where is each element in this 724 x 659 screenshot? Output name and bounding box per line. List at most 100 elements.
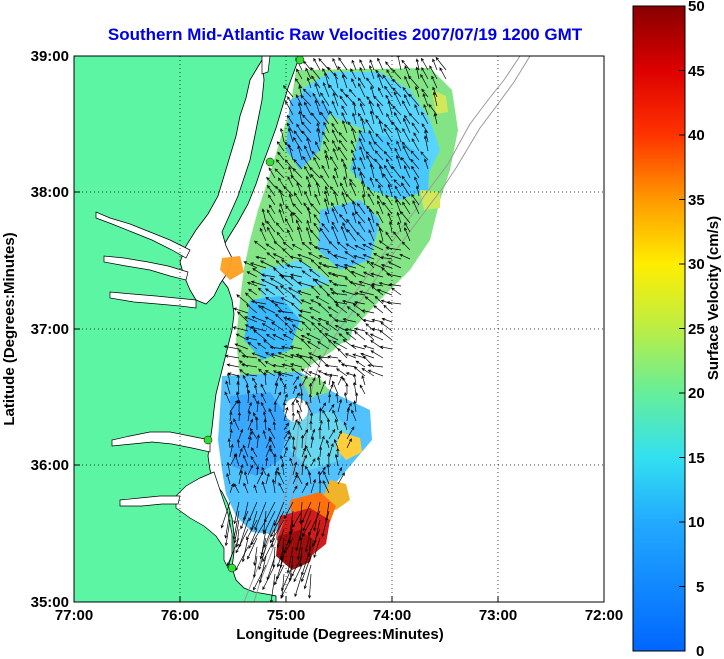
velocity-arrow <box>439 67 447 80</box>
velocity-arrow <box>315 181 321 197</box>
velocity-arrow <box>357 202 366 215</box>
velocity-arrow <box>232 510 240 541</box>
colorbar-tick-label: 0 <box>696 643 704 659</box>
velocity-arrow <box>337 347 348 359</box>
velocity-arrow <box>247 418 254 431</box>
velocity-arrow <box>392 231 402 242</box>
velocity-arrow <box>273 401 277 413</box>
velocity-arrow <box>269 436 276 449</box>
velocity-arrow <box>386 113 393 125</box>
velocity-arrow <box>264 370 276 377</box>
velocity-arrow <box>333 438 339 449</box>
velocity-arrow <box>275 313 285 323</box>
velocity-arrow <box>273 501 285 527</box>
velocity-arrow <box>322 131 330 143</box>
pamlico-sound <box>175 471 233 569</box>
velocity-arrow <box>373 141 384 152</box>
velocity-arrow <box>377 87 384 98</box>
velocity-arrow <box>346 406 351 422</box>
velocity-arrow <box>270 353 285 359</box>
velocity-arrow <box>338 139 348 152</box>
velocity-arrow <box>317 317 330 323</box>
velocity-arrow <box>370 262 384 269</box>
velocity-arrow <box>386 69 393 80</box>
velocity-arrow <box>413 132 420 143</box>
velocity-arrow <box>394 195 402 206</box>
velocity-arrow <box>408 93 420 107</box>
velocity-arrow <box>292 167 303 179</box>
velocity-arrow <box>393 91 402 107</box>
velocity-arrow <box>333 300 348 305</box>
velocity-arrow <box>309 411 314 422</box>
velocity-arrow <box>242 374 249 386</box>
velocity-arrow <box>233 418 240 431</box>
velocity-arrow <box>378 282 393 287</box>
velocity-arrow <box>300 368 312 377</box>
velocity-arrow <box>387 212 393 224</box>
velocity-arrow <box>381 267 393 278</box>
velocity-arrow <box>382 74 393 89</box>
velocity-arrow <box>367 217 375 233</box>
velocity-arrow <box>359 384 366 395</box>
velocity-arrow <box>330 202 339 215</box>
velocity-arrow <box>374 295 384 305</box>
velocity-arrow <box>356 231 366 242</box>
velocity-arrow <box>327 452 331 467</box>
velocity-arrow <box>396 140 402 152</box>
velocity-arrow <box>316 127 321 143</box>
velocity-arrow <box>266 334 276 341</box>
velocity-arrow <box>310 436 315 449</box>
colorbar-tick-label: 30 <box>688 256 705 273</box>
velocity-arrow <box>324 71 330 89</box>
velocity-arrow <box>367 363 384 368</box>
velocity-arrow <box>305 401 312 413</box>
velocity-arrow <box>322 480 330 494</box>
velocity-arrow <box>385 246 402 251</box>
velocity-arrow <box>366 154 375 170</box>
velocity-arrow <box>268 194 276 206</box>
velocity-arrow <box>301 481 309 494</box>
velocity-arrow <box>332 283 348 287</box>
velocity-arrow <box>292 385 297 395</box>
velocity-arrow <box>327 306 339 314</box>
velocity-arrow <box>432 58 438 71</box>
velocity-arrow <box>308 241 321 251</box>
velocity-arrow <box>377 195 384 206</box>
velocity-arrow <box>326 418 331 431</box>
velocity-arrow <box>293 136 303 152</box>
velocity-arrow <box>307 573 312 599</box>
velocity-arrow <box>247 436 252 449</box>
velocity-arrow <box>330 291 348 296</box>
velocity-arrow <box>307 340 321 350</box>
velocity-arrow <box>341 111 348 125</box>
velocity-arrow <box>337 472 345 485</box>
velocity-arrow <box>401 241 411 251</box>
velocity-arrow <box>262 564 276 591</box>
velocity-arrow <box>380 264 393 269</box>
velocity-arrow <box>234 453 240 467</box>
velocity-arrow <box>259 537 267 560</box>
velocity-arrow <box>325 322 339 332</box>
velocity-arrow <box>404 93 411 107</box>
velocity-arrow <box>293 158 303 170</box>
velocity-arrow <box>376 210 384 224</box>
velocity-arrow <box>227 438 231 449</box>
velocity-arrow <box>305 444 312 458</box>
velocity-arrow <box>302 510 312 532</box>
velocity-arrow <box>309 166 321 179</box>
velocity-arrow <box>313 222 321 233</box>
velocity-arrow <box>282 241 294 251</box>
velocity-arrow <box>404 222 411 233</box>
velocity-arrow <box>254 384 258 395</box>
velocity-arrow <box>404 114 411 125</box>
velocity-arrow <box>290 212 294 224</box>
velocity-arrow <box>397 221 402 233</box>
velocity-arrow <box>328 279 339 287</box>
velocity-arrow <box>276 141 285 152</box>
velocity-arrow <box>357 97 366 107</box>
x-tick-label: 73:00 <box>479 607 517 624</box>
velocity-arrow <box>378 227 384 242</box>
velocity-arrow <box>292 510 303 528</box>
velocity-arrow <box>366 96 375 107</box>
colorbar-tick-label: 40 <box>688 127 705 144</box>
